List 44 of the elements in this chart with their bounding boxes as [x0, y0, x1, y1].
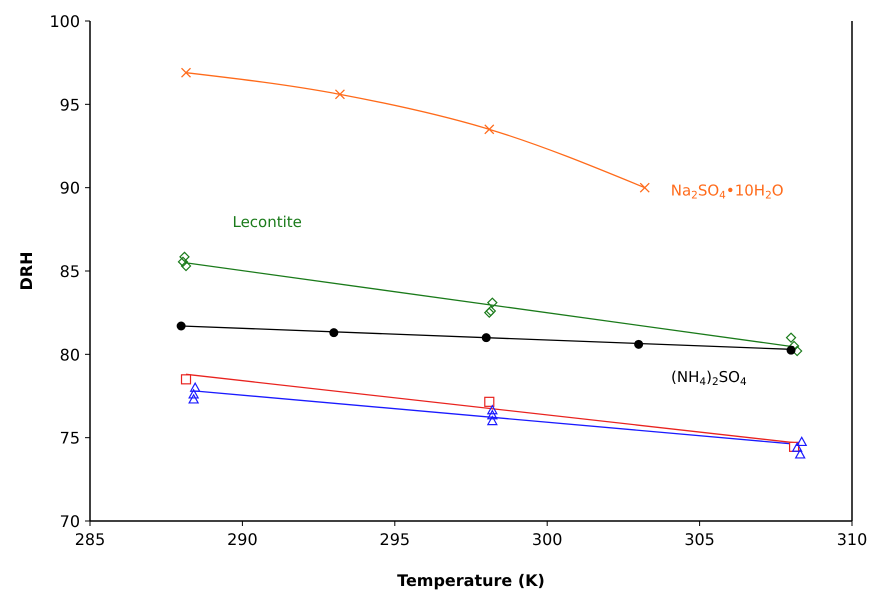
y-axis-title: DRH: [17, 252, 36, 290]
point: [180, 374, 192, 384]
y-tick-label: 100: [49, 12, 80, 31]
x-axis-title: Temperature (K): [397, 571, 545, 590]
point: [634, 340, 644, 349]
point: [795, 449, 806, 459]
point: [788, 340, 800, 352]
text: (NH$_{4}$)$_{2}$SO$_{4}$: [671, 368, 747, 388]
point: [786, 332, 796, 343]
point: [796, 436, 807, 446]
point: [180, 260, 192, 272]
x-tick-label: 300: [532, 530, 562, 549]
point: [179, 252, 190, 262]
x-tick-label: 305: [684, 530, 715, 549]
point: [482, 333, 491, 342]
y-tick-label: 80: [60, 345, 80, 364]
y-tick-label: 90: [60, 178, 80, 198]
point: [188, 389, 199, 399]
y-tick-label: 70: [60, 512, 80, 531]
text: Lecontite: [232, 212, 302, 231]
point: [792, 442, 802, 452]
point: [640, 182, 650, 193]
point: [786, 346, 796, 355]
point: [487, 405, 498, 414]
y-tick-label: 95: [60, 95, 80, 114]
point: [487, 410, 498, 420]
y-tick-label: 75: [60, 428, 80, 448]
point: [487, 298, 498, 308]
point: [484, 124, 494, 134]
x-tick-label: 310: [836, 530, 868, 549]
point: [188, 394, 199, 404]
x-tick-label: 295: [380, 530, 410, 549]
point: [180, 68, 192, 78]
point: [329, 328, 338, 338]
point: [334, 89, 346, 100]
point: [178, 256, 188, 267]
point: [484, 396, 494, 407]
series-label: Na$_{2}$SO$_{4}$•10H$_{2}$O: [670, 182, 784, 202]
y-tick-label: 85: [60, 262, 80, 281]
x-tick-label: 290: [227, 530, 258, 549]
point: [190, 382, 200, 392]
point: [487, 416, 498, 426]
point: [176, 322, 186, 330]
x-tick-label: 285: [74, 530, 106, 549]
